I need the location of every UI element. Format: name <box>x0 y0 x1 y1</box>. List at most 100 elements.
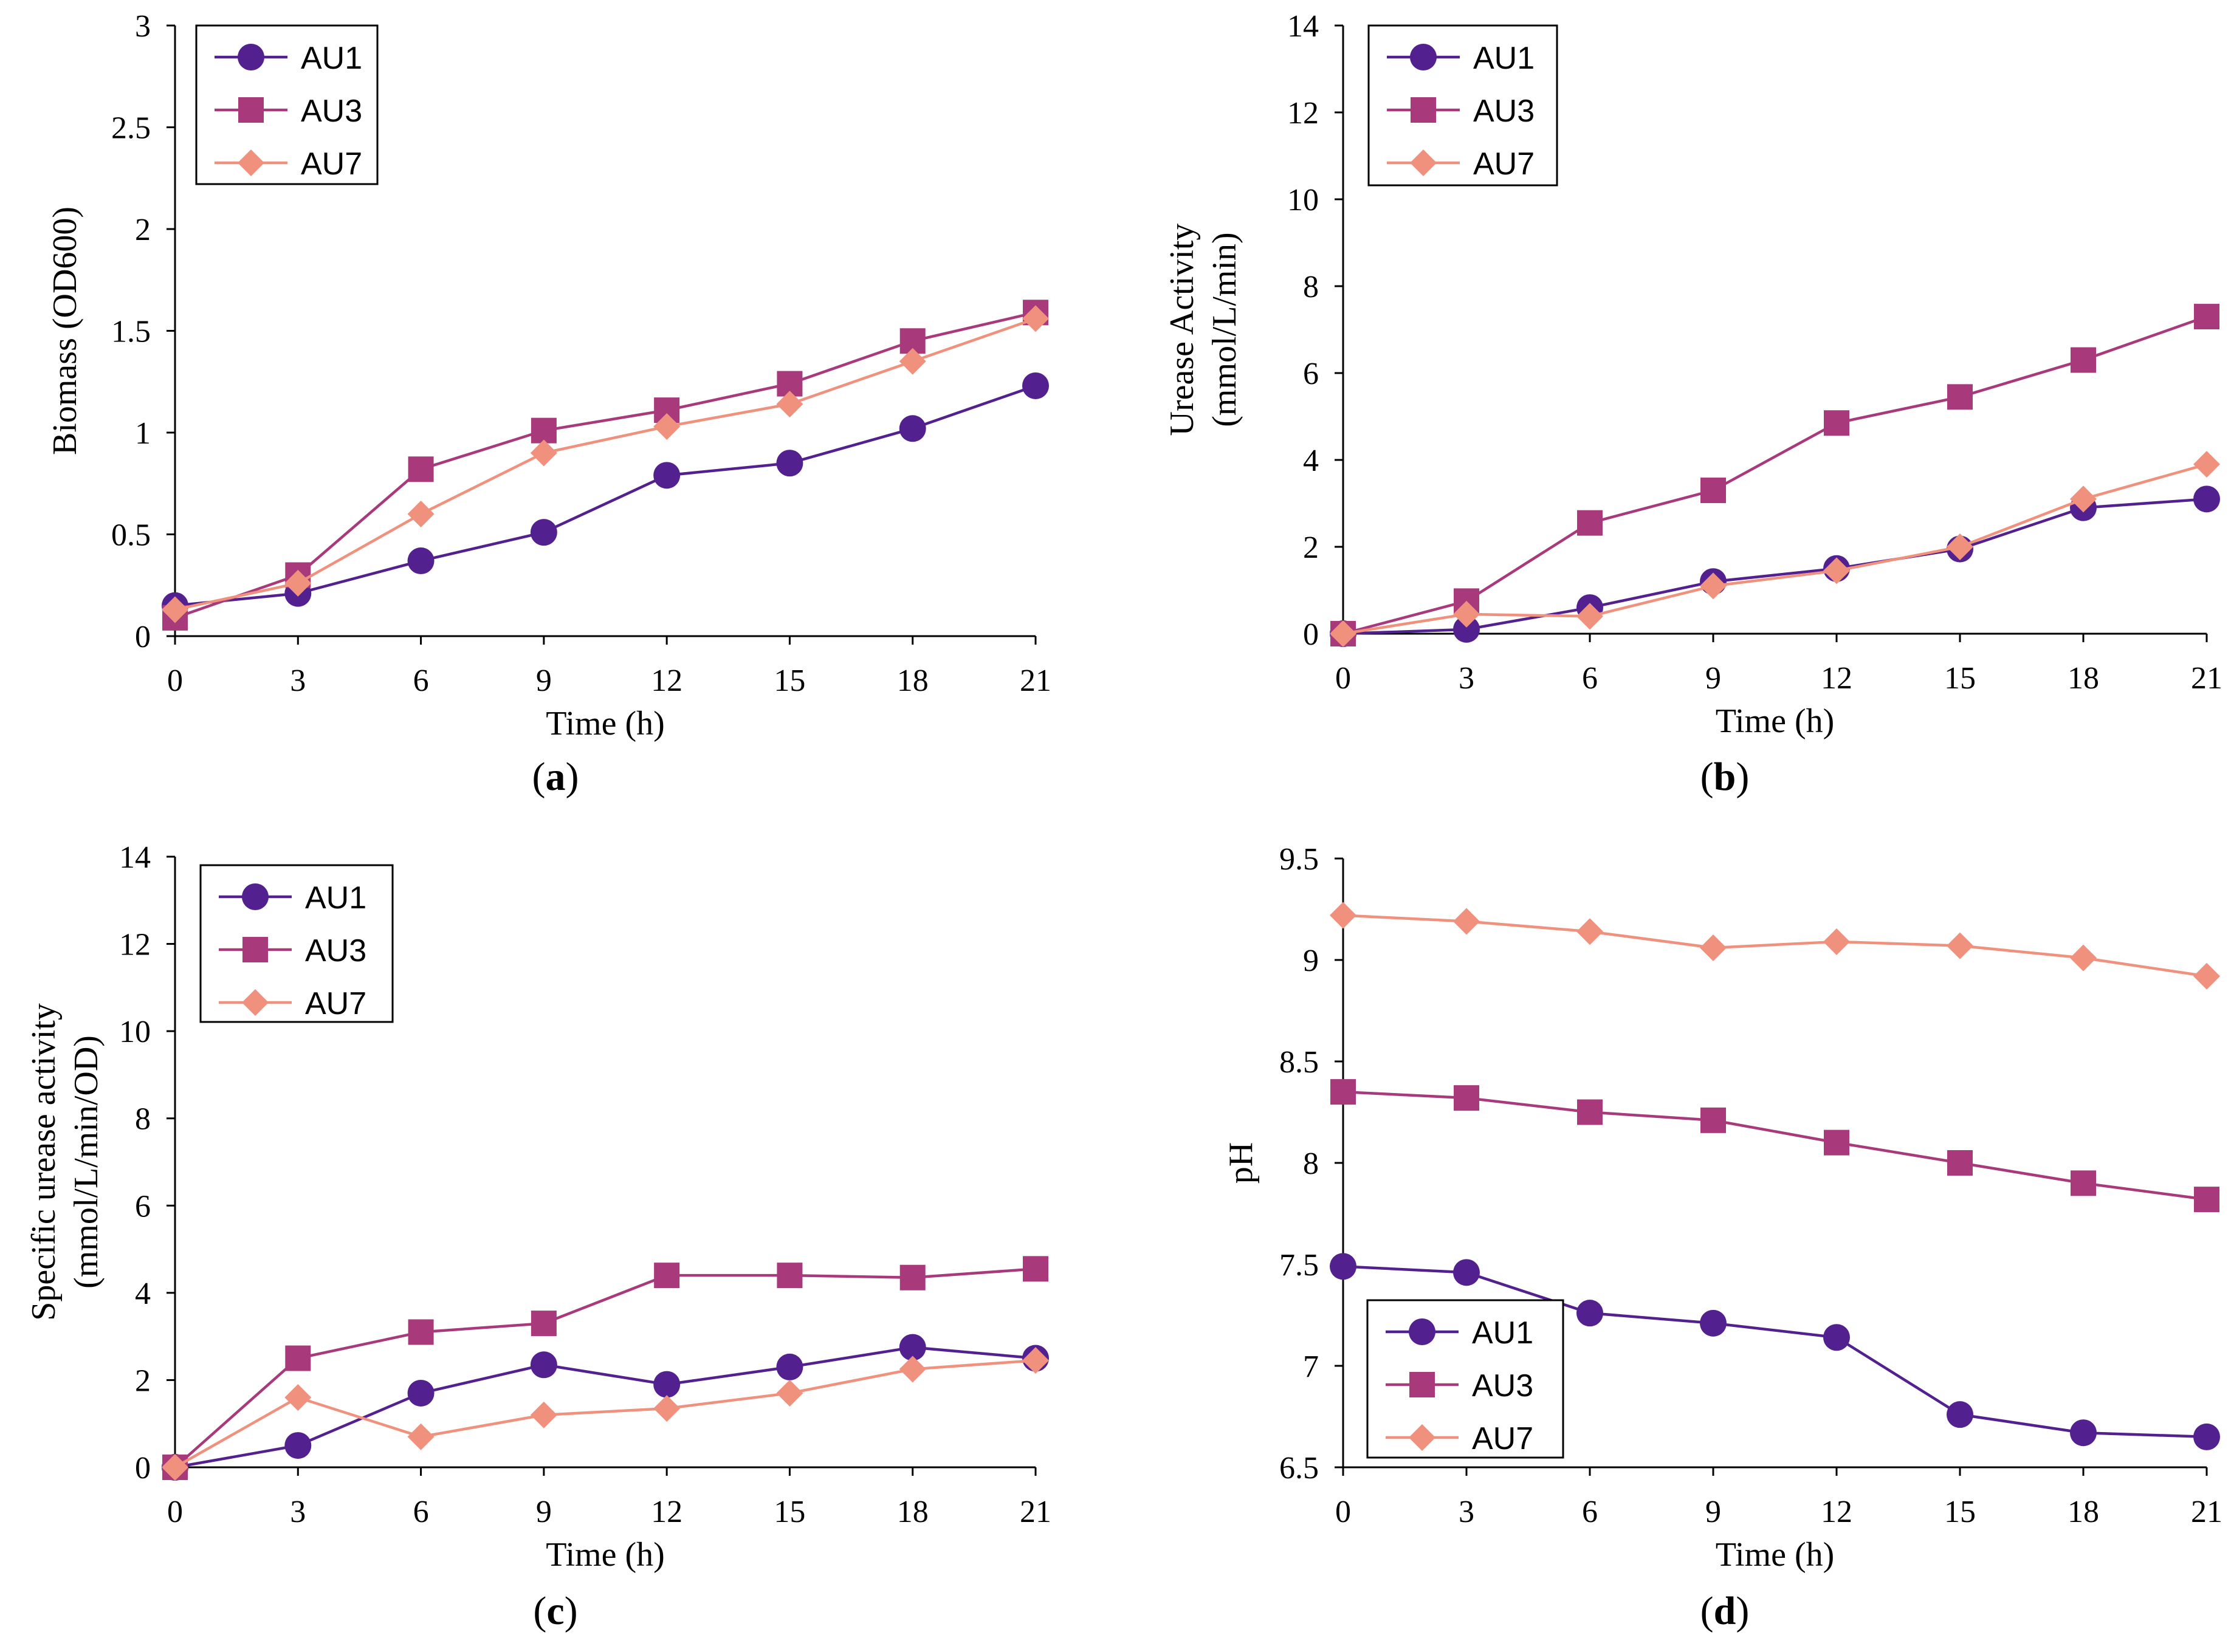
x-tick-label: 12 <box>651 1495 682 1529</box>
legend-marker <box>238 44 264 70</box>
series-AU1 <box>162 1334 1049 1481</box>
x-tick-label: 21 <box>1020 1495 1051 1529</box>
series-line <box>174 384 1036 607</box>
panel-label: (b) <box>1700 755 1750 799</box>
y-tick-label: 9.5 <box>1279 842 1319 877</box>
chart-panel-a: 0 0.5 1 1.5 2 2.5 3 0 3 6 9 12 15 18 21 Time (h) Biomass… <box>46 9 1051 799</box>
data-point <box>1947 1150 1973 1176</box>
series-AU3 <box>1330 1079 2219 1213</box>
data-point <box>1577 510 1603 536</box>
series-line <box>1342 1090 2207 1201</box>
x-axis-title: Time (h) <box>1716 1536 1835 1574</box>
series-line <box>1342 315 2207 636</box>
x-tick-label: 6 <box>413 1495 429 1529</box>
x-axis-title: Time (h) <box>546 1536 665 1574</box>
data-point <box>899 1334 926 1361</box>
legend-label: AU3 <box>305 933 366 968</box>
data-point <box>1576 918 1603 945</box>
data-point <box>407 1423 435 1450</box>
legend-marker <box>242 883 269 910</box>
x-tick-label: 3 <box>290 1495 306 1529</box>
y-tick-label: 8.5 <box>1279 1045 1319 1080</box>
legend-item-AU3: AU3 <box>1386 1368 1533 1404</box>
x-tick-label: 9 <box>1705 661 1721 696</box>
legend-item-AU7: AU7 <box>1387 146 1535 182</box>
x-tick-label: 3 <box>1459 1495 1474 1529</box>
legend-label: AU7 <box>1472 1421 1533 1456</box>
series-AU7 <box>1330 902 2220 990</box>
y-tick-label: 12 <box>1287 96 1319 131</box>
legend-item-AU7: AU7 <box>1386 1421 1533 1456</box>
x-axis-title: Time (h) <box>1716 702 1835 740</box>
x-tick-label: 15 <box>774 663 805 698</box>
data-point <box>1454 1085 1479 1111</box>
y-tick-label: 4 <box>135 1277 151 1311</box>
data-point <box>1330 1079 1356 1105</box>
x-tick-label: 3 <box>1459 661 1474 696</box>
legend-marker <box>242 989 269 1016</box>
x-tick-label: 18 <box>897 663 929 698</box>
data-point <box>408 1319 434 1345</box>
data-point <box>284 569 312 597</box>
data-point <box>1823 557 1850 584</box>
x-tick-label: 9 <box>536 663 552 698</box>
legend-box <box>1367 24 1558 187</box>
series-line <box>174 311 1036 619</box>
data-point <box>653 1371 681 1398</box>
legend-box <box>199 864 394 1023</box>
y-tick-label: 0.5 <box>111 518 151 553</box>
data-point <box>285 1345 311 1371</box>
data-point <box>408 456 434 482</box>
legend-label: AU3 <box>1472 1368 1533 1404</box>
data-point <box>1577 1099 1603 1125</box>
legend-item-AU3: AU3 <box>215 94 362 129</box>
y-tick-label: 4 <box>1303 444 1319 478</box>
data-point <box>1453 615 1480 643</box>
x-tick-label: 0 <box>1335 661 1351 696</box>
chart-panel-d: 6.5 7 7.5 8 8.5 9 9.5 0 3 6 9 12 15 18 21 Time (h) pH AU1… <box>1222 842 2222 1633</box>
data-point <box>1700 934 1727 961</box>
data-point <box>530 439 557 467</box>
y-tick-label: 0 <box>1303 617 1319 652</box>
data-point <box>2070 1419 2097 1447</box>
legend-item-AU7: AU7 <box>219 986 366 1021</box>
legend-label: AU3 <box>1473 94 1535 129</box>
data-point <box>284 1432 312 1459</box>
y-tick-label: 12 <box>119 928 151 962</box>
legend-marker <box>1409 1318 1435 1345</box>
y-axis-title: Biomass (OD600) <box>46 207 84 455</box>
series-line <box>174 1359 1036 1469</box>
x-tick-label: 9 <box>536 1495 552 1529</box>
y-tick-label: 2.5 <box>111 111 151 146</box>
series-AU1 <box>1330 1253 2220 1450</box>
y-axis-title: Specific urease activity <box>25 1003 63 1320</box>
data-point <box>530 519 557 546</box>
legend-label: AU1 <box>1472 1315 1533 1351</box>
y-tick-label: 8 <box>1303 270 1319 304</box>
y-tick-label: 6 <box>135 1189 151 1224</box>
chart-panels: 0 0.5 1 1.5 2 2.5 3 0 3 6 9 12 15 18 21 Time (h) Biomass… <box>25 9 2222 1633</box>
data-point <box>1700 1107 1726 1133</box>
series-line <box>1342 1265 2207 1439</box>
data-point <box>1824 1129 1849 1156</box>
data-point <box>530 1401 557 1428</box>
y-tick-label: 1 <box>135 416 151 451</box>
chart-panel-c: 0 2 4 6 8 10 12 14 0 3 6 9 12 15 18 21 Time (h) Specific … <box>25 840 1051 1633</box>
y-tick-label: 6 <box>1303 357 1319 391</box>
x-tick-label: 0 <box>167 1495 183 1529</box>
y-axis-title: pH <box>1222 1142 1260 1184</box>
data-point <box>2193 1423 2220 1450</box>
data-point <box>531 1311 557 1337</box>
data-point <box>2071 347 2096 373</box>
legend-marker <box>1409 1372 1435 1397</box>
y-axis-title: Urease Activity <box>1163 224 1201 436</box>
legend-label: AU1 <box>301 41 362 76</box>
series-AU3 <box>162 1256 1048 1480</box>
data-point <box>1700 1309 1727 1337</box>
data-point <box>531 417 557 444</box>
legend: AU1 AU3 AU7 <box>195 24 379 185</box>
legend-marker <box>242 937 268 962</box>
series-line <box>1342 498 2207 636</box>
y-tick-label: 14 <box>119 840 151 875</box>
